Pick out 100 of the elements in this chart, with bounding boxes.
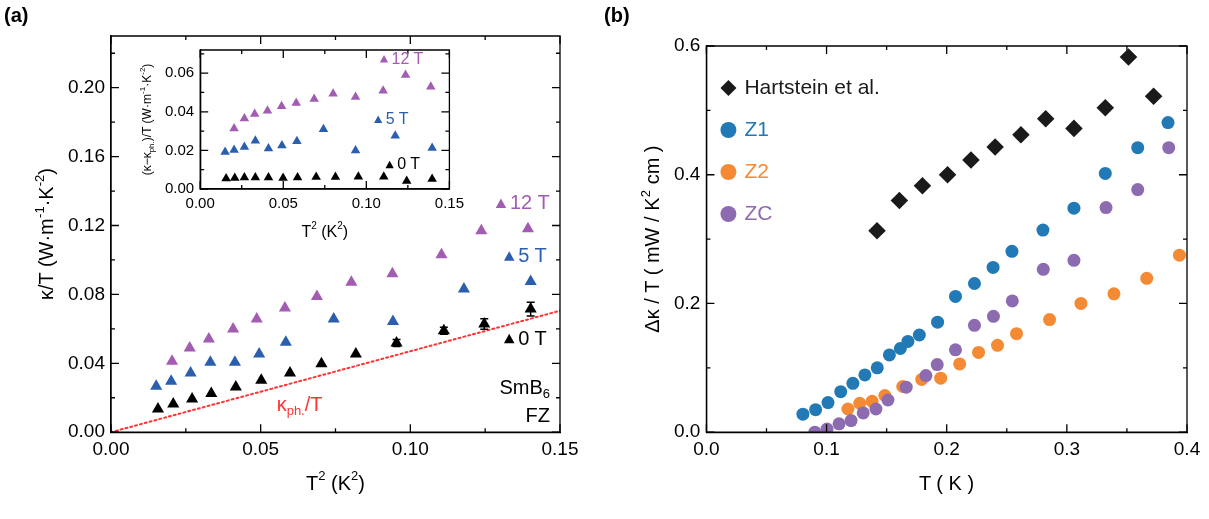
point <box>882 348 896 362</box>
point <box>1067 253 1081 267</box>
y-tick-label: 0.4 <box>673 162 701 184</box>
point <box>278 172 288 181</box>
point <box>1010 327 1024 341</box>
point <box>972 345 986 359</box>
x-tick-label: 0.15 <box>541 437 579 459</box>
point <box>186 391 199 403</box>
point <box>868 221 886 240</box>
point <box>328 88 338 97</box>
point <box>276 100 287 109</box>
x-tick-label: 0.05 <box>268 194 298 212</box>
point <box>986 138 1004 156</box>
point <box>386 266 399 278</box>
x-axis-title: T ( K ) <box>918 471 975 494</box>
x-tick-label: 0.05 <box>242 437 280 459</box>
legend-label: ZC <box>744 200 773 224</box>
point <box>1074 296 1088 310</box>
point <box>315 356 328 368</box>
y-tick-label: 0.06 <box>164 63 195 81</box>
point <box>229 379 242 391</box>
point <box>250 135 261 144</box>
legend-label: 0 T <box>518 326 547 349</box>
point <box>349 346 362 358</box>
point <box>1036 262 1050 276</box>
y-tick-label: 0.16 <box>68 144 105 166</box>
point <box>292 172 303 181</box>
point <box>330 171 341 180</box>
legend-label: 12 T <box>391 49 424 67</box>
point <box>435 247 448 259</box>
point <box>1036 223 1050 237</box>
point <box>310 289 323 300</box>
y-tick-label: 0.2 <box>673 291 701 313</box>
point <box>350 91 361 100</box>
point <box>229 144 239 153</box>
point <box>1140 271 1154 285</box>
point <box>869 402 883 416</box>
chart-title: (b) <box>604 3 630 26</box>
point <box>457 282 470 293</box>
point <box>167 396 180 408</box>
y-tick-label: 0.12 <box>68 213 105 235</box>
point <box>327 312 340 323</box>
point <box>844 414 858 428</box>
y-tick-label: 0.08 <box>68 282 105 304</box>
x-tick-label: 0.3 <box>1053 437 1081 459</box>
point <box>931 315 945 329</box>
point <box>250 312 263 323</box>
legend-label: Z1 <box>744 116 769 140</box>
point <box>524 302 537 313</box>
point <box>262 105 273 114</box>
point <box>1043 313 1057 327</box>
point <box>930 358 944 372</box>
point <box>292 135 302 145</box>
y-tick-label: 0.00 <box>164 179 195 197</box>
point <box>165 354 179 365</box>
point <box>820 422 834 433</box>
point <box>427 173 437 182</box>
point <box>1172 248 1186 262</box>
point <box>938 165 957 184</box>
legend-label: Hartstein et al. <box>744 74 880 98</box>
point <box>986 260 1000 274</box>
x-tick-label: 0.10 <box>391 437 429 459</box>
point <box>912 328 926 342</box>
legend-label: 12 T <box>509 191 550 214</box>
point <box>834 385 848 399</box>
point <box>521 221 535 233</box>
y-tick-label: 0.04 <box>164 101 195 119</box>
annotation: FZ <box>525 403 550 426</box>
legend-label: 5 T <box>518 243 547 266</box>
point <box>183 340 196 352</box>
point <box>350 144 361 154</box>
legend-label: 0 T <box>397 155 421 173</box>
point <box>228 355 241 366</box>
point <box>202 332 215 343</box>
point <box>229 122 239 132</box>
point <box>1098 166 1112 180</box>
point <box>991 338 1005 352</box>
point <box>948 343 962 357</box>
point <box>821 396 835 410</box>
point <box>150 379 163 390</box>
x-tick-label: 0.1 <box>813 437 840 459</box>
point <box>948 289 962 303</box>
y-tick-label: 0.20 <box>68 75 105 97</box>
point <box>378 85 388 94</box>
point <box>881 393 895 407</box>
point <box>250 172 261 181</box>
point <box>953 357 967 371</box>
point <box>1096 99 1115 117</box>
point <box>401 175 412 184</box>
point <box>165 374 178 385</box>
point <box>934 371 948 385</box>
point <box>967 277 981 291</box>
point <box>962 151 980 169</box>
chart-title: (a) <box>4 3 29 26</box>
point <box>890 191 909 210</box>
point <box>227 322 240 333</box>
y-tick-label: 0.02 <box>164 140 195 158</box>
point <box>229 172 240 181</box>
point <box>1107 287 1121 301</box>
point <box>1131 183 1145 197</box>
